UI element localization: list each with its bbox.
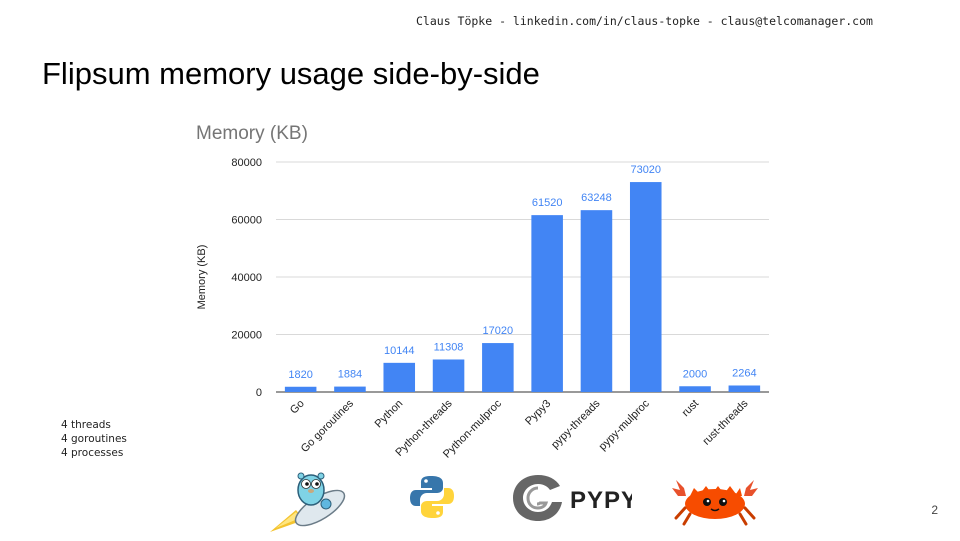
y-axis-label: Memory (KB)	[196, 245, 208, 310]
data-label: 61520	[532, 197, 563, 209]
data-label: 63248	[581, 192, 612, 204]
data-label: 73020	[630, 164, 661, 176]
bar	[334, 386, 366, 392]
chart-title: Memory (KB)	[196, 123, 308, 144]
notes: 4 threads 4 goroutines 4 processes	[61, 418, 127, 460]
note-threads: 4 threads	[61, 419, 111, 431]
data-label: 11308	[434, 341, 464, 353]
bar	[679, 386, 711, 392]
slide-title: Flipsum memory usage side-by-side	[42, 56, 540, 91]
data-label: 17020	[483, 325, 514, 337]
bar	[383, 362, 416, 392]
memory-chart-svg: Memory (KB) Memory (KB) 0 20000 40000 60000 80…	[196, 123, 769, 461]
y-tick-label: 80000	[231, 157, 262, 169]
y-tick-label: 40000	[231, 272, 262, 284]
x-tick-label: rust-threads	[700, 397, 750, 447]
data-label: 1884	[338, 369, 362, 381]
bar	[531, 215, 563, 392]
gopher-rocket-icon	[266, 462, 352, 536]
page-number: 2	[931, 503, 938, 517]
data-label: 1820	[288, 369, 312, 381]
note-processes: 4 processes	[61, 447, 124, 459]
x-tick-label: rust	[680, 398, 701, 419]
python-logo-icon	[409, 474, 455, 520]
bar	[284, 386, 317, 392]
data-label: 2264	[732, 367, 756, 379]
y-tick-label: 0	[256, 387, 262, 399]
x-tick-label: Go goroutines	[299, 397, 357, 455]
bar	[629, 182, 662, 392]
data-label: 10144	[384, 345, 415, 357]
y-tick-label: 60000	[231, 215, 262, 227]
bar	[580, 210, 613, 392]
x-tick-label: pypy-mulproc	[597, 397, 653, 453]
memory-chart: Memory (KB) Memory (KB) 0 20000 40000 60000 80…	[186, 112, 786, 472]
bar	[482, 343, 514, 392]
data-label: 2000	[683, 368, 707, 380]
x-tick-label: Python	[373, 398, 406, 431]
pypy-logo-icon: PYPY	[510, 470, 637, 526]
x-tick-label: Go	[288, 398, 307, 417]
rust-crab-icon	[670, 474, 760, 526]
x-tick-label: pypy-threads	[549, 397, 603, 451]
note-goroutines: 4 goroutines	[61, 433, 127, 445]
bar	[728, 385, 761, 392]
y-tick-label: 20000	[231, 330, 262, 342]
x-tick-label: Pypy3	[523, 398, 553, 428]
header-contact: Claus Töpke - linkedin.com/in/claus-topk…	[416, 14, 873, 28]
bar	[432, 359, 465, 392]
pypy-logo-text: PYPY	[570, 487, 632, 514]
